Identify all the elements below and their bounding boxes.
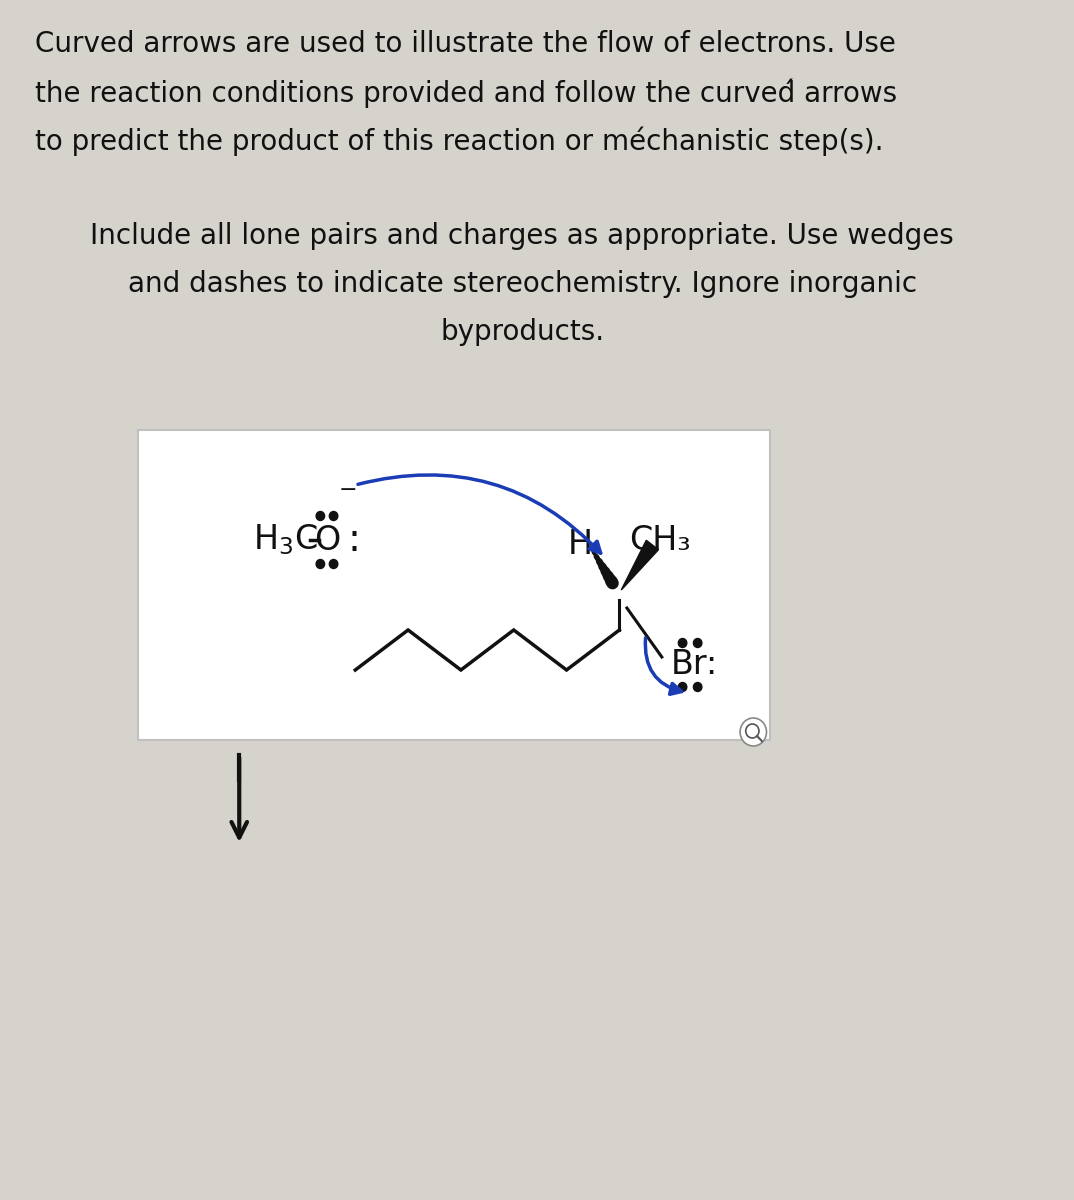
Text: to predict the product of this reaction or méchanistic step(s).: to predict the product of this reaction … [34,126,883,156]
Text: Br:: Br: [671,648,719,682]
Text: H: H [568,528,593,562]
Text: and dashes to indicate stereochemistry. Ignore inorganic: and dashes to indicate stereochemistry. … [128,270,917,298]
Text: H$_3$C: H$_3$C [252,523,318,557]
Circle shape [740,718,767,746]
Text: Include all lone pairs and charges as appropriate. Use wedges: Include all lone pairs and charges as ap… [90,222,954,250]
FancyArrowPatch shape [358,475,600,553]
Text: the reaction conditions provided and follow the curved́ arrows: the reaction conditions provided and fol… [34,78,897,108]
Circle shape [694,638,702,648]
Text: :: : [348,521,361,559]
Text: CH₃: CH₃ [628,523,691,557]
Circle shape [333,474,363,506]
Circle shape [679,683,686,691]
Circle shape [316,559,324,569]
Text: O: O [314,523,340,557]
Circle shape [330,511,338,521]
Text: byproducts.: byproducts. [440,318,605,346]
Circle shape [694,683,702,691]
Text: −: − [338,480,357,500]
Circle shape [316,511,324,521]
Circle shape [330,559,338,569]
Circle shape [679,638,686,648]
FancyArrowPatch shape [645,637,682,695]
Text: Curved arrows are used to illustrate the flow of electrons. Use: Curved arrows are used to illustrate the… [34,30,896,58]
Polygon shape [621,540,658,590]
FancyBboxPatch shape [139,430,770,740]
